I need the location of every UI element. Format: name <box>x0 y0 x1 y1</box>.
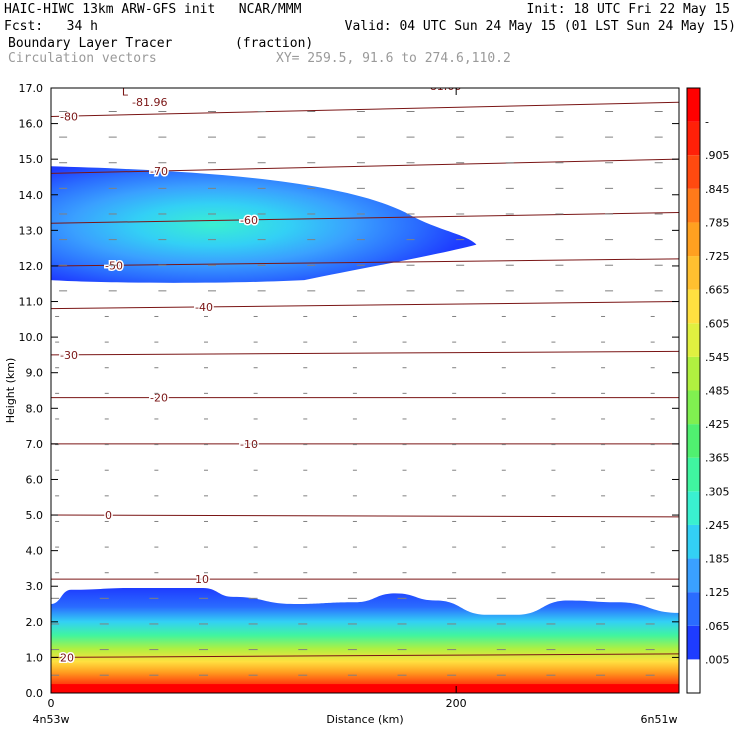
y-tick-label: 1.0 <box>26 651 44 664</box>
colorbar-swatch <box>687 558 700 593</box>
colorbar-label: .245 <box>705 519 730 532</box>
y-tick-label: 16.0 <box>19 118 44 131</box>
temperature-contour <box>51 101 679 117</box>
temperature-contour-label: 10 <box>195 573 209 586</box>
colorbar-swatch <box>687 356 700 391</box>
temperature-contour-label: -20 <box>150 392 168 405</box>
colorbar-swatch <box>687 592 700 626</box>
x-axis-title: Distance (km) <box>326 713 403 726</box>
y-tick-label: 17.0 <box>19 82 44 95</box>
temperature-contour <box>51 212 679 224</box>
temperature-contour-label: -80 <box>60 110 78 123</box>
y-tick-label: 2.0 <box>26 616 44 629</box>
field-title: Boundary Layer Tracer (fraction) <box>8 36 314 51</box>
cross-section-coords: XY= 259.5, 91.6 to 274.6,110.2 <box>276 51 511 66</box>
colorbar-swatch <box>687 457 700 492</box>
y-tick-label: 10.0 <box>19 331 44 344</box>
colorbar-swatch <box>687 659 700 693</box>
colorbar-swatch <box>687 424 700 458</box>
plot-frame <box>50 87 680 694</box>
colorbar-label: .125 <box>705 586 730 599</box>
colorbar-label: .725 <box>705 250 730 263</box>
boundary-layer-surface <box>51 684 679 693</box>
y-tick-label: 9.0 <box>26 367 44 380</box>
colorbar-swatch <box>687 188 700 223</box>
y-axis-title: Height (km) <box>4 358 17 424</box>
colorbar-label: .605 <box>705 317 730 330</box>
colorbar-swatch <box>687 524 700 559</box>
y-tick-label: 0.0 <box>26 687 44 700</box>
temperature-contour <box>51 350 679 356</box>
y-tick-label: 4.0 <box>26 545 44 558</box>
boundary-layer-tracer <box>51 588 679 693</box>
temperature-contour <box>51 514 679 518</box>
y-tick-label: 7.0 <box>26 438 44 451</box>
temperature-contour-label: -10 <box>240 438 258 451</box>
temperature-contour-label: -60 <box>240 214 258 227</box>
temperature-contour-label: -70 <box>150 165 168 178</box>
colorbar-label: .545 <box>705 351 730 364</box>
y-tick-label: 6.0 <box>26 473 44 486</box>
annotation-label: L <box>122 86 129 99</box>
vectors-title: Circulation vectors <box>8 51 157 66</box>
y-tick-label: 8.0 <box>26 402 44 415</box>
colorbar-swatch <box>687 289 700 324</box>
colorbar-swatch <box>687 625 700 660</box>
x-tick-label: 200 <box>446 697 467 710</box>
y-tick-label: 13.0 <box>19 224 44 237</box>
colorbar-label: .485 <box>705 385 730 398</box>
temperature-contour-label: 0 <box>105 509 112 522</box>
plot-area: -80 -70 -60 -50 -40 -30 -20 -10 0 10 20 L-81.96 81.6… <box>51 80 679 693</box>
y-tick-label: 12.0 <box>19 260 44 273</box>
colorbar-swatch <box>687 155 700 189</box>
colorbar-label: .185 <box>705 553 730 566</box>
colorbar-swatch <box>687 256 700 290</box>
upper-tracer-plume <box>51 166 477 283</box>
colorbar-swatch <box>687 390 700 425</box>
temperature-contour <box>51 653 679 658</box>
annotation-label: 81.66 <box>430 80 462 93</box>
temperature-contour <box>51 158 679 174</box>
y-tick-label: 15.0 <box>19 153 44 166</box>
colorbar-label: .365 <box>705 452 730 465</box>
temperature-contour <box>51 258 679 267</box>
temperature-contour-label: -40 <box>195 301 213 314</box>
colorbar-label: .665 <box>705 284 730 297</box>
y-tick-label: 5.0 <box>26 509 44 522</box>
x-start-label: 4n53w <box>33 713 70 726</box>
colorbar-swatch <box>687 88 700 122</box>
annotation-label: -81.96 <box>132 96 167 109</box>
init-time: Init: 18 UTC Fri 22 May 15 <box>526 2 731 17</box>
colorbar-label: .905 <box>705 149 730 162</box>
valid-time: Valid: 04 UTC Sun 24 May 15 (01 LST Sun … <box>344 19 736 34</box>
forecast-hour: Fcst: 34 h <box>4 19 98 34</box>
x-end-label: 6n51w <box>641 713 678 726</box>
colorbar-swatch <box>687 222 700 257</box>
temperature-contour-label: -50 <box>105 259 123 272</box>
colorbar-label: .305 <box>705 485 730 498</box>
y-tick-label: 3.0 <box>26 580 44 593</box>
temperature-contour-label: 20 <box>60 651 74 664</box>
y-tick-label: 14.0 <box>19 189 44 202</box>
model-title: HAIC-HIWC 13km ARW-GFS init NCAR/MMM <box>4 2 302 17</box>
colorbar-swatch <box>687 323 700 357</box>
colorbar-label: .785 <box>705 216 730 229</box>
colorbar-label: .425 <box>705 418 730 431</box>
temperature-contour <box>51 301 679 310</box>
colorbar-swatch <box>687 121 700 156</box>
colorbar-label: - <box>705 116 709 129</box>
y-tick-label: 11.0 <box>19 296 44 309</box>
colorbar-frame <box>686 87 701 694</box>
temperature-contour-label: -30 <box>60 349 78 362</box>
colorbar-swatch <box>687 491 700 525</box>
colorbar-label: .845 <box>705 183 730 196</box>
x-tick-label: 0 <box>48 697 55 710</box>
colorbar-label: .005 <box>705 653 730 666</box>
colorbar-label: .065 <box>705 620 730 633</box>
